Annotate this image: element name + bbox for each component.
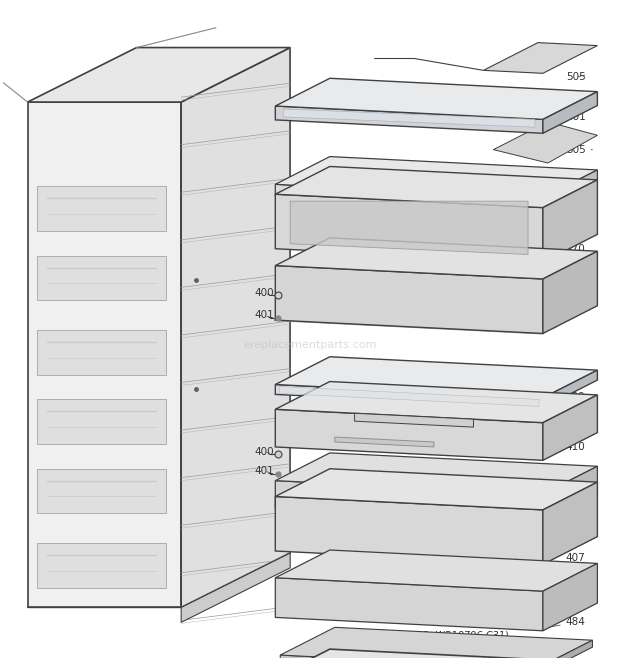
Polygon shape [27, 553, 290, 607]
Polygon shape [280, 627, 593, 661]
Polygon shape [275, 157, 598, 198]
Polygon shape [275, 194, 543, 262]
Text: (ART NO. WR18796 C31): (ART NO. WR18796 C31) [388, 630, 509, 641]
Text: 401: 401 [254, 466, 274, 476]
Polygon shape [279, 387, 539, 407]
Polygon shape [543, 395, 598, 460]
Polygon shape [543, 92, 598, 134]
Polygon shape [275, 184, 543, 210]
Polygon shape [538, 470, 593, 504]
Polygon shape [280, 457, 593, 498]
Text: 401: 401 [254, 310, 274, 320]
Text: 410: 410 [551, 442, 585, 452]
Polygon shape [538, 641, 593, 661]
Polygon shape [37, 186, 166, 231]
Text: 486: 486 [0, 660, 1, 661]
Polygon shape [335, 437, 434, 447]
Polygon shape [37, 543, 166, 588]
Polygon shape [280, 485, 538, 504]
Polygon shape [543, 370, 598, 408]
Polygon shape [275, 167, 598, 208]
Text: 501: 501 [556, 112, 585, 122]
Polygon shape [37, 256, 166, 300]
Polygon shape [275, 453, 598, 494]
Polygon shape [275, 409, 543, 460]
Polygon shape [283, 109, 535, 127]
Polygon shape [275, 266, 543, 333]
Text: 480: 480 [0, 660, 1, 661]
Polygon shape [275, 381, 598, 422]
Text: 471: 471 [555, 300, 585, 328]
Text: 409: 409 [551, 393, 585, 403]
Text: 414: 414 [551, 640, 585, 650]
Polygon shape [275, 550, 598, 591]
Polygon shape [543, 482, 598, 564]
Polygon shape [355, 413, 474, 427]
Polygon shape [275, 649, 598, 661]
Polygon shape [543, 180, 598, 262]
Text: 400: 400 [254, 288, 274, 298]
Text: 407: 407 [551, 553, 585, 567]
Polygon shape [543, 563, 598, 631]
Polygon shape [181, 553, 290, 623]
Polygon shape [27, 48, 290, 102]
Text: 414: 414 [551, 488, 585, 498]
Text: 470: 470 [556, 244, 585, 259]
Polygon shape [484, 42, 598, 73]
Text: 483: 483 [0, 660, 1, 661]
Text: 505: 505 [565, 72, 585, 82]
Polygon shape [37, 469, 166, 514]
Polygon shape [275, 496, 543, 564]
Polygon shape [290, 201, 528, 254]
Polygon shape [494, 122, 598, 163]
Polygon shape [37, 399, 166, 444]
Text: 400: 400 [254, 447, 274, 457]
Polygon shape [275, 106, 543, 134]
Polygon shape [275, 357, 598, 398]
Text: 485: 485 [0, 660, 1, 661]
Polygon shape [543, 466, 598, 522]
Text: 418: 418 [348, 419, 368, 429]
Text: 484: 484 [551, 617, 585, 627]
Text: 505: 505 [565, 145, 593, 155]
Polygon shape [275, 481, 543, 522]
Polygon shape [27, 102, 181, 607]
Text: 530: 530 [556, 193, 585, 203]
Text: 417: 417 [335, 434, 360, 446]
Polygon shape [275, 385, 543, 408]
Polygon shape [181, 48, 290, 607]
Text: 413: 413 [551, 512, 585, 522]
Polygon shape [37, 330, 166, 375]
Polygon shape [275, 238, 598, 279]
Polygon shape [275, 78, 598, 120]
Polygon shape [280, 655, 538, 661]
Polygon shape [275, 469, 598, 510]
Text: ereplacementparts.com: ereplacementparts.com [243, 340, 377, 350]
Polygon shape [543, 170, 598, 210]
Polygon shape [275, 578, 543, 631]
Polygon shape [543, 251, 598, 333]
